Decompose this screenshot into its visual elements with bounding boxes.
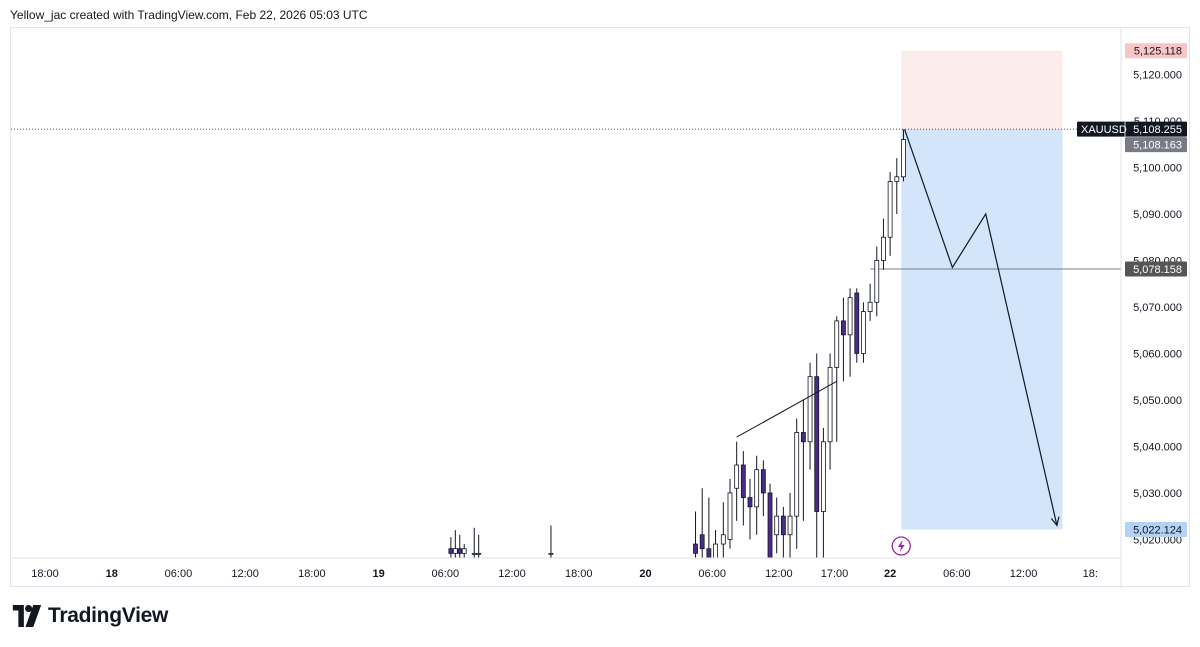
candle-body — [800, 432, 806, 443]
candle-body — [740, 464, 746, 498]
candle-body — [774, 515, 780, 536]
candle-body — [461, 548, 467, 554]
stop-price-label: 5,125.118 — [1134, 46, 1182, 58]
projection-path — [904, 129, 1058, 526]
lightning-bolt-icon — [897, 540, 905, 552]
candle-body — [854, 292, 860, 354]
x-tick-label: 18:00 — [298, 568, 326, 580]
candle-body — [821, 441, 826, 512]
y-tick-label: 5,100.000 — [1133, 162, 1182, 174]
target-price-label: 5,022.124 — [1133, 525, 1182, 537]
x-tick-label: 18:00 — [31, 568, 59, 580]
candle-body — [699, 534, 705, 550]
candle-body — [794, 432, 800, 517]
y-tick-label: 5,020.000 — [1133, 534, 1182, 546]
x-tick-label: 19 — [372, 568, 384, 580]
y-tick-label: 5,060.000 — [1133, 348, 1182, 360]
bid-price-label-bg — [1125, 137, 1187, 153]
y-tick-label: 5,090.000 — [1133, 209, 1182, 221]
candlestick-chart[interactable]: 5,020.000 5,030.000 5,040.000 5,050.000 5,06… — [11, 28, 1191, 588]
bid-price-label: 5,108.163 — [1133, 140, 1182, 152]
candle-body — [476, 552, 482, 555]
x-tick-label: 17:00 — [821, 568, 849, 580]
stop-loss-zone — [901, 50, 1063, 130]
symbol-label: XAUUSD — [1081, 124, 1127, 136]
candle-body — [713, 543, 718, 558]
candle-body — [760, 469, 766, 494]
candle-body — [861, 311, 866, 354]
y-tick-label: 5,030.000 — [1133, 488, 1182, 500]
x-tick-label: 12:00 — [1010, 568, 1038, 580]
current-price-label-bg — [1077, 121, 1187, 137]
x-tick-label: 06:00 — [432, 568, 460, 580]
x-tick-label: 06:00 — [165, 568, 193, 580]
y-tick-label: 5,070.000 — [1133, 302, 1182, 314]
candle-body — [727, 492, 733, 540]
x-tick-label: 12:00 — [765, 568, 793, 580]
candle-body — [881, 236, 886, 261]
candle-body — [827, 366, 833, 443]
candle-body — [767, 492, 773, 558]
candle-body — [787, 515, 793, 536]
trend-line — [736, 380, 837, 438]
candle-body — [887, 181, 893, 238]
candle-body — [471, 552, 477, 555]
x-tick-label: 22 — [884, 568, 896, 580]
candle-body — [841, 320, 846, 336]
candle-body — [706, 548, 712, 558]
candle-body — [834, 320, 840, 368]
candle-body — [747, 497, 753, 508]
candle-body — [867, 301, 873, 312]
current-price-label: 5,108.255 — [1133, 124, 1182, 136]
candle-body — [847, 297, 853, 336]
candle-body — [874, 260, 880, 303]
y-tick-label: 5,120.000 — [1133, 69, 1182, 81]
x-tick-label: 18 — [106, 568, 118, 580]
candle-body — [693, 543, 698, 554]
candle-body — [754, 469, 760, 508]
target-price-label-bg — [1125, 522, 1187, 538]
stop-price-label-bg — [1125, 43, 1187, 59]
x-tick-label: 06:00 — [943, 568, 971, 580]
candle-body — [780, 515, 786, 536]
x-tick-label: 20 — [639, 568, 651, 580]
level-price-label-bg — [1125, 261, 1187, 277]
x-tick-label: 12:00 — [231, 568, 259, 580]
chart-attribution: Yellow_jac created with TradingView.com,… — [10, 8, 368, 22]
brand-name: TradingView — [48, 604, 169, 627]
x-tick-label: 18:00 — [565, 568, 593, 580]
candle-body — [814, 376, 820, 512]
candles-group — [448, 129, 906, 558]
candle-body — [452, 548, 458, 554]
candle-body — [901, 139, 906, 178]
candle-body — [734, 464, 740, 489]
x-tick-label: 06:00 — [698, 568, 726, 580]
candle-body — [720, 534, 726, 545]
chart-frame[interactable]: 5,020.000 5,030.000 5,040.000 5,050.000 5,06… — [10, 27, 1191, 588]
x-tick-label: 18: — [1083, 568, 1098, 580]
y-tick-label: 5,040.000 — [1133, 441, 1182, 453]
tradingview-logo-icon — [12, 605, 42, 627]
candle-body — [548, 552, 554, 555]
candle-body — [448, 548, 454, 554]
projection-arrowhead — [1050, 516, 1060, 527]
candle-body — [894, 176, 900, 182]
x-tick-label: 12:00 — [498, 568, 526, 580]
candle-body — [457, 548, 463, 554]
level-price-label: 5,078.158 — [1133, 264, 1182, 276]
candle-body — [807, 376, 813, 443]
y-tick-label: 5,050.000 — [1133, 395, 1182, 407]
brand: TradingView — [12, 604, 168, 628]
